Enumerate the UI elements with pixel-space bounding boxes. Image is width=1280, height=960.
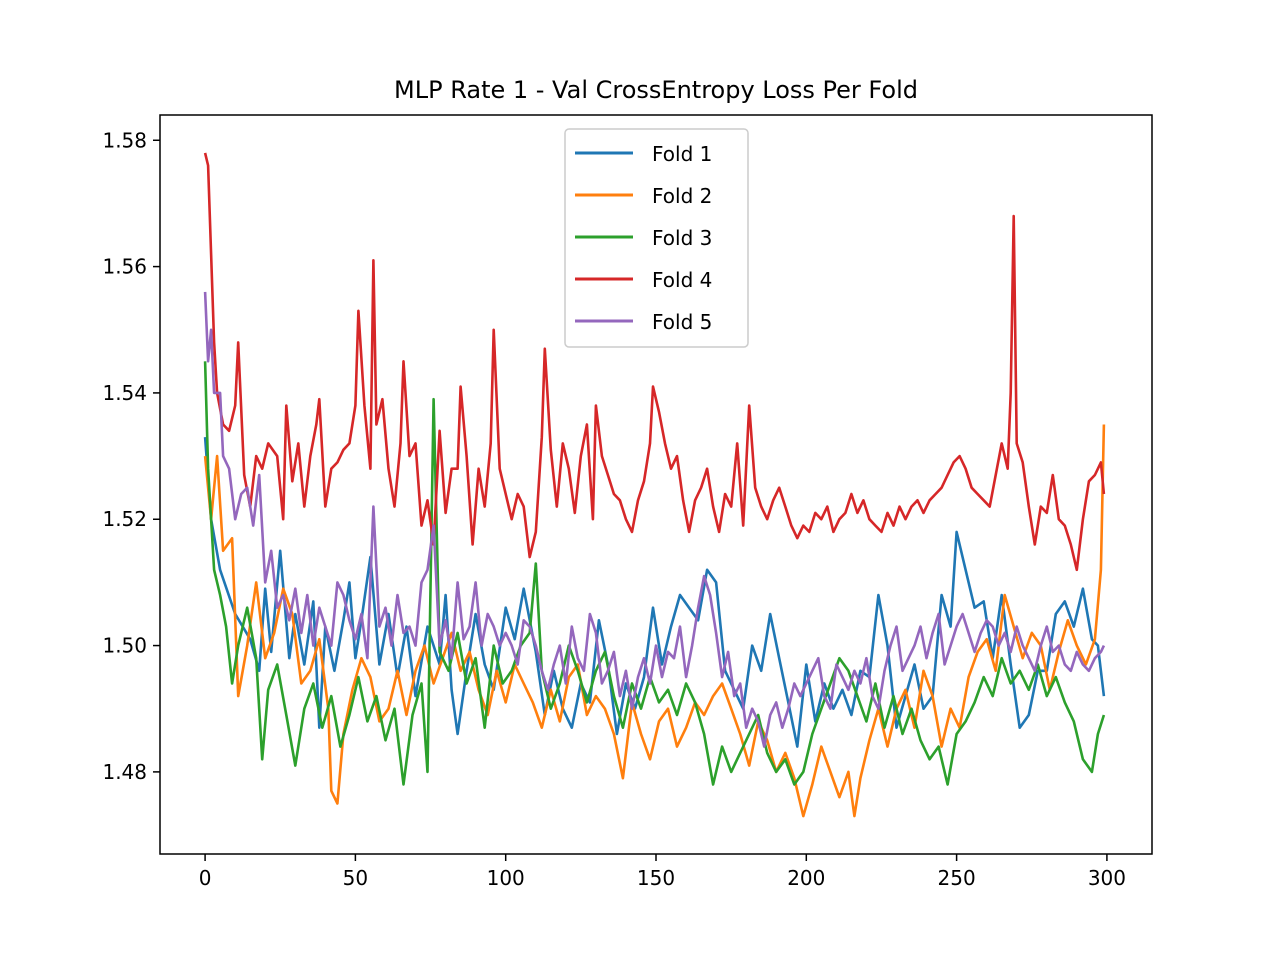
x-tick-label: 100 bbox=[487, 866, 525, 890]
legend-box bbox=[564, 128, 749, 348]
y-tick-label: 1.52 bbox=[102, 507, 147, 531]
x-axis: 0 50 100 150 200 250 300 bbox=[199, 854, 1126, 890]
series-line-fold-2 bbox=[203, 424, 1106, 818]
x-tick-label: 250 bbox=[938, 866, 976, 890]
x-tick-label: 200 bbox=[787, 866, 825, 890]
legend-label-fold-1: Fold 1 bbox=[652, 142, 712, 166]
x-tick-label: 150 bbox=[637, 866, 675, 890]
legend-label-fold-2: Fold 2 bbox=[652, 184, 712, 208]
y-axis: 1.48 1.50 1.52 1.54 1.56 1.58 bbox=[102, 128, 160, 784]
series-layer bbox=[203, 152, 1106, 818]
legend-label-fold-3: Fold 3 bbox=[652, 226, 712, 250]
x-tick-label: 300 bbox=[1088, 866, 1126, 890]
y-tick-label: 1.48 bbox=[102, 760, 147, 784]
x-tick-label: 50 bbox=[343, 866, 368, 890]
x-tick-label: 0 bbox=[199, 866, 212, 890]
y-tick-label: 1.50 bbox=[102, 634, 147, 658]
legend-label-fold-5: Fold 5 bbox=[652, 310, 712, 334]
y-tick-label: 1.56 bbox=[102, 255, 147, 279]
chart-title: MLP Rate 1 - Val CrossEntropy Loss Per F… bbox=[394, 76, 918, 104]
legend-label-fold-4: Fold 4 bbox=[652, 268, 712, 292]
series-line-fold-1 bbox=[203, 437, 1106, 748]
series-line-fold-3 bbox=[203, 361, 1106, 786]
series-line-fold-4 bbox=[203, 152, 1106, 572]
series-line-fold-5 bbox=[203, 291, 1106, 748]
legend: Fold 1 Fold 2 Fold 3 Fold 4 Fold 5 bbox=[564, 128, 749, 348]
y-tick-label: 1.54 bbox=[102, 381, 147, 405]
y-tick-label: 1.58 bbox=[102, 128, 147, 152]
